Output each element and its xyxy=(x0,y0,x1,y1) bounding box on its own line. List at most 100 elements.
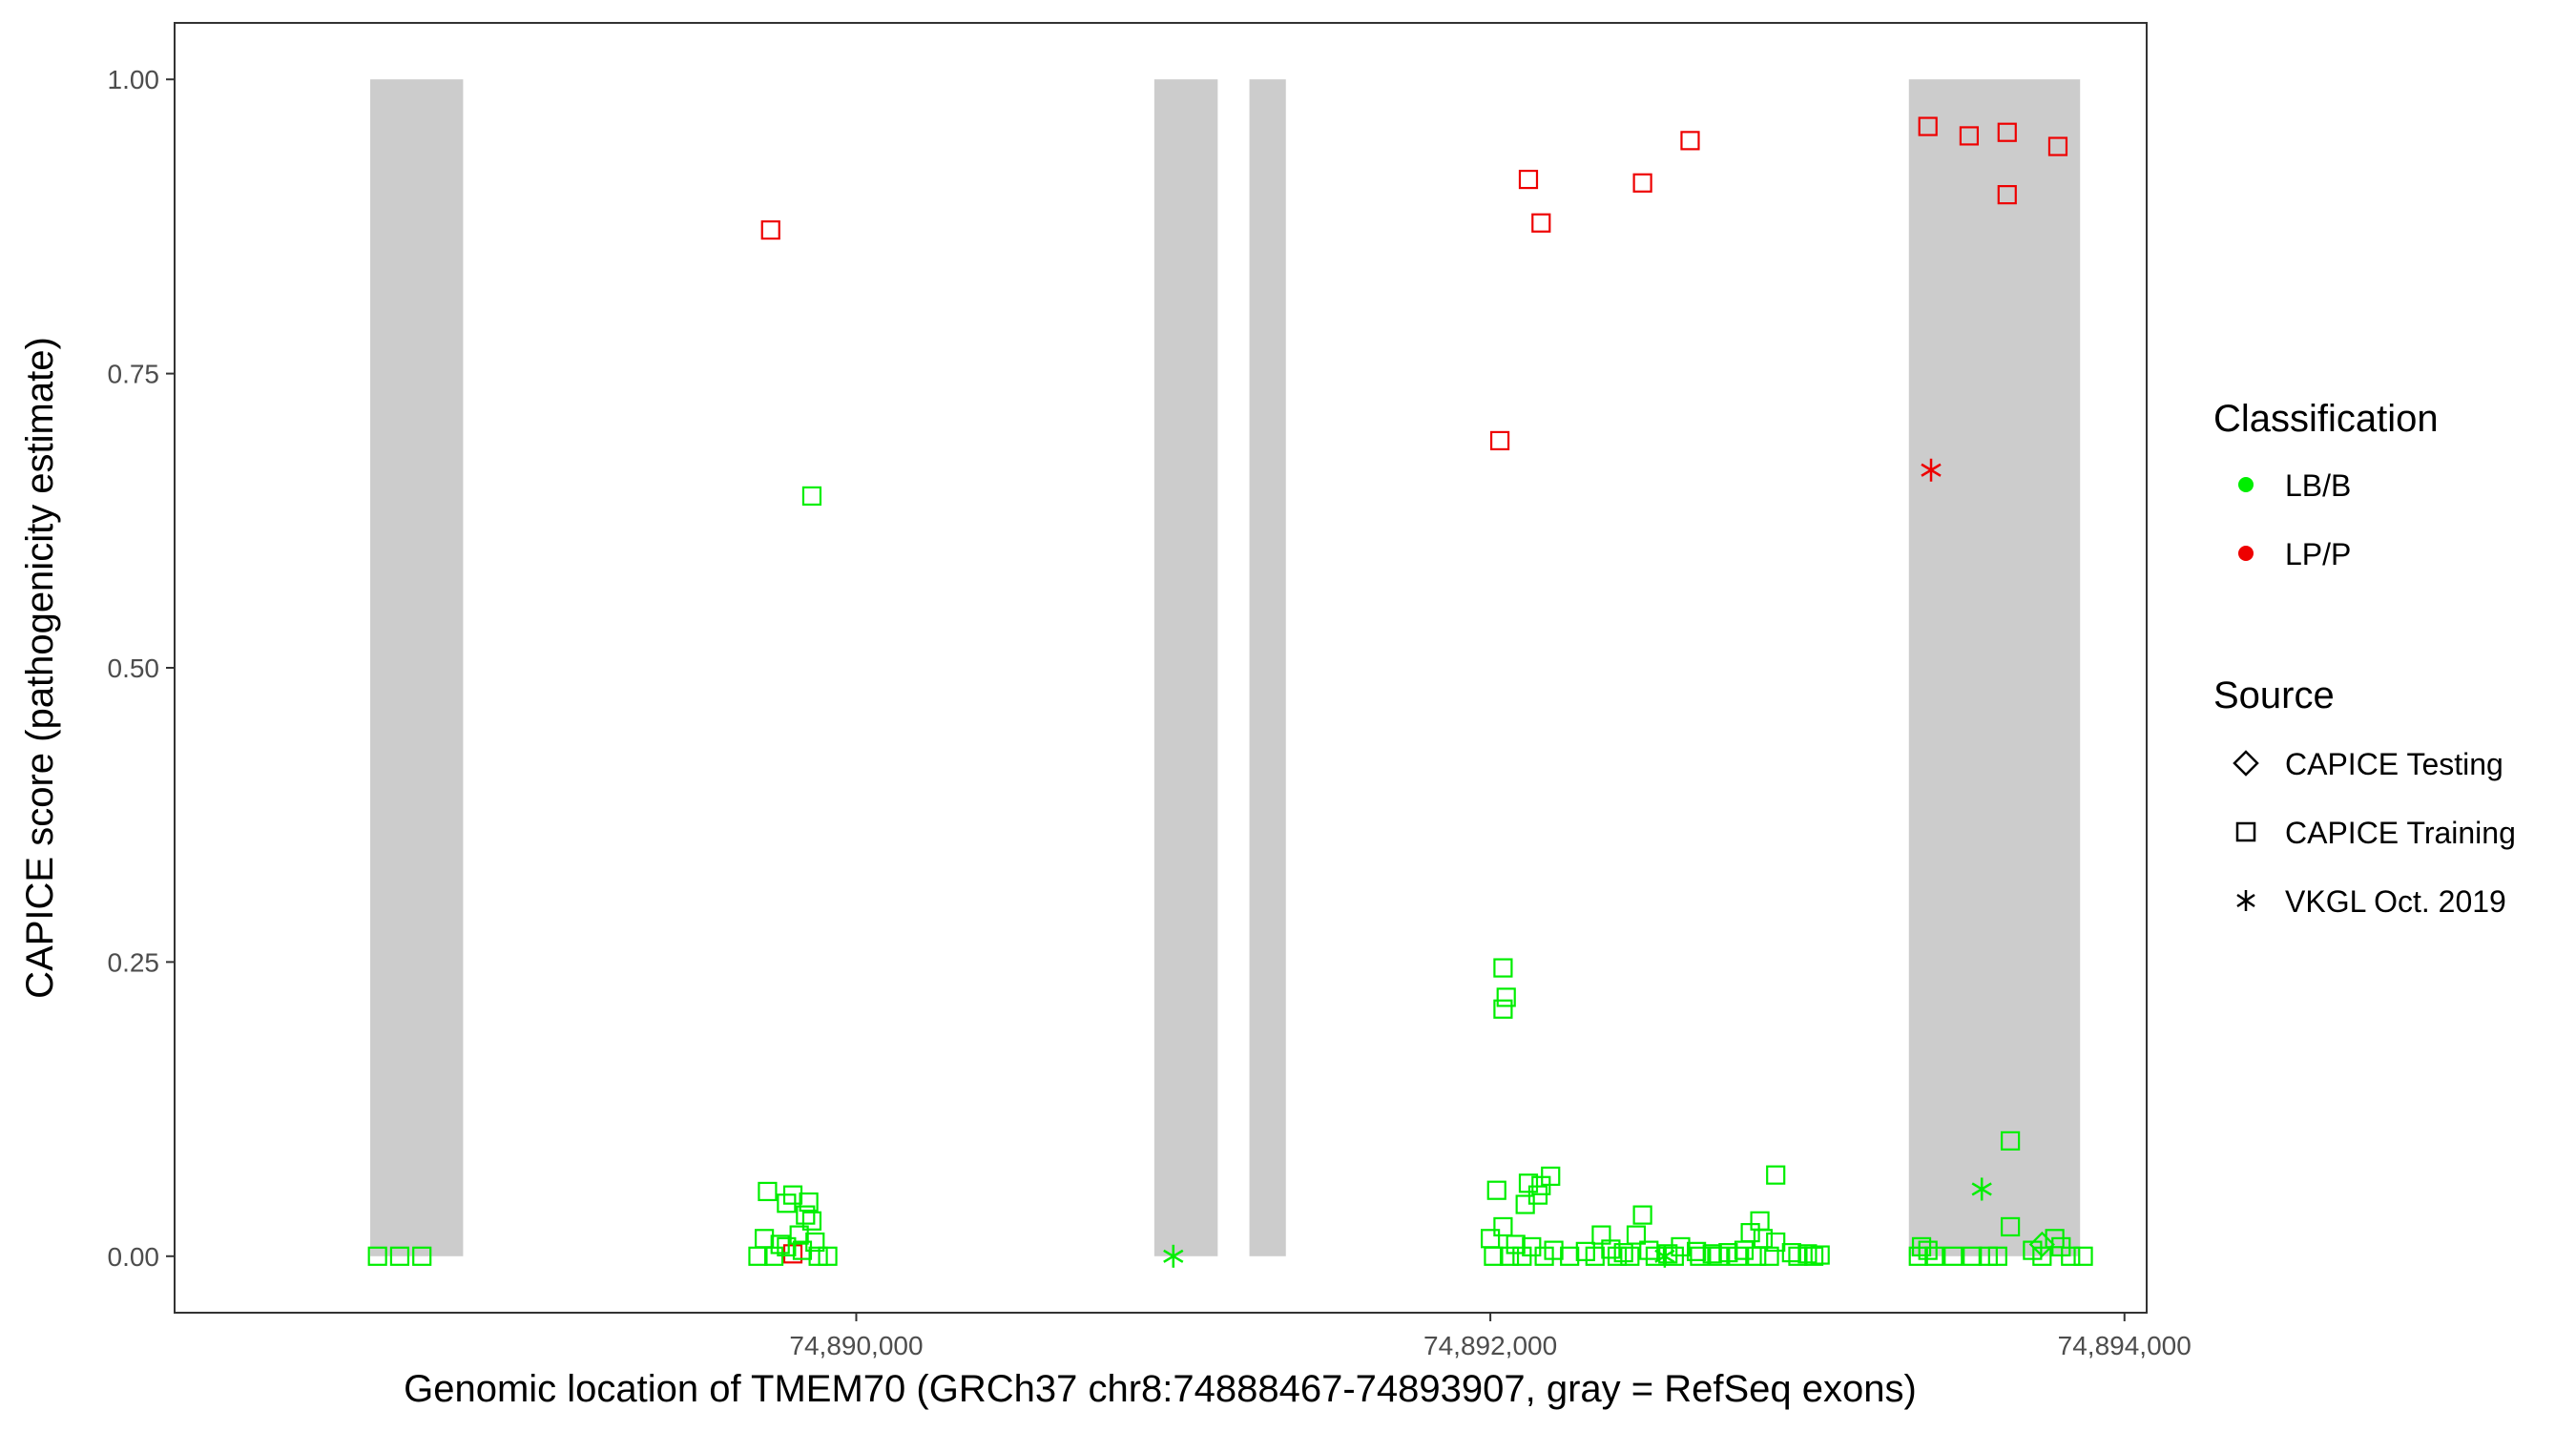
point-training-lbb xyxy=(1788,1246,1808,1266)
point-training-lpp xyxy=(1918,116,1938,136)
exon-regions xyxy=(370,79,2081,1256)
point-vkgl-lpp xyxy=(1921,458,1942,482)
point-training-lpp xyxy=(1997,122,2017,142)
point-training-lbb xyxy=(758,1181,778,1202)
point-training-lpp xyxy=(1531,213,1551,233)
point-vkgl-lbb xyxy=(1654,1244,1675,1268)
legend-key-asterisk-icon xyxy=(2236,890,2255,911)
point-training-lbb xyxy=(1486,1180,1506,1200)
point-training-lpp xyxy=(2047,136,2068,156)
exon-bar-2 xyxy=(1153,79,1218,1256)
point-training-lbb xyxy=(2061,1246,2081,1266)
point-training-lbb xyxy=(818,1246,838,1266)
y-tick-label: 0.00 xyxy=(108,1242,160,1272)
point-training-lbb xyxy=(1496,987,1516,1007)
point-training-lbb xyxy=(2001,1216,2021,1237)
x-tick-label: 74,892,000 xyxy=(1423,1331,1557,1360)
point-training-lbb xyxy=(1734,1240,1755,1260)
point-vkgl-lbb xyxy=(1971,1177,1992,1201)
point-training-lbb xyxy=(748,1246,768,1266)
point-training-lbb xyxy=(1766,1232,1786,1253)
legend-title-source: Source xyxy=(2213,674,2335,716)
point-training-lbb xyxy=(782,1185,803,1205)
point-training-lbb xyxy=(801,486,822,506)
point-training-lbb xyxy=(1607,1246,1628,1266)
y-axis-title: CAPICE score (pathogenicity estimate) xyxy=(19,337,61,999)
point-training-lbb xyxy=(1506,1234,1526,1255)
y-tick-label: 0.50 xyxy=(108,653,160,683)
point-training-lbb xyxy=(1493,999,1513,1019)
x-tick-label: 74,890,000 xyxy=(789,1331,923,1360)
point-training-lbb xyxy=(1620,1246,1640,1266)
point-training-lpp xyxy=(1997,185,2017,205)
point-training-lbb xyxy=(1560,1246,1580,1266)
x-axis: 74,890,000 74,892,000 74,894,000 xyxy=(789,1313,2192,1360)
point-training-lbb xyxy=(1728,1246,1748,1266)
point-training-lbb xyxy=(389,1246,410,1266)
exon-bar-3 xyxy=(1249,79,1286,1256)
point-training-lbb xyxy=(412,1246,432,1266)
point-training-lbb xyxy=(792,1240,813,1260)
point-training-lbb xyxy=(763,1246,784,1266)
point-training-lpp xyxy=(1518,169,1539,190)
point-training-lbb xyxy=(1687,1241,1707,1261)
point-training-lbb xyxy=(1759,1246,1779,1266)
point-training-lpp xyxy=(1959,126,1980,146)
exon-bar-4 xyxy=(1908,79,2081,1256)
point-training-lbb xyxy=(1943,1246,1963,1266)
legend-label-vkgl: VKGL Oct. 2019 xyxy=(2285,884,2506,919)
y-axis: 0.00 0.25 0.50 0.75 1.00 xyxy=(108,65,175,1272)
point-training-lbb xyxy=(1639,1240,1659,1260)
point-training-lbb xyxy=(1702,1244,1722,1264)
point-training-lbb xyxy=(1626,1225,1647,1245)
x-tick-label: 74,894,000 xyxy=(2058,1331,2192,1360)
legend-title-classification: Classification xyxy=(2213,398,2439,440)
point-training-lbb xyxy=(1987,1246,2007,1266)
point-training-lbb xyxy=(1493,1216,1513,1237)
x-axis-title: Genomic location of TMEM70 (GRCh37 chr8:… xyxy=(404,1368,1917,1410)
point-training-lbb xyxy=(796,1205,816,1225)
y-tick-label: 1.00 xyxy=(108,65,160,94)
point-training-lbb xyxy=(789,1225,809,1245)
point-training-lpp xyxy=(1489,430,1510,451)
point-training-lbb xyxy=(367,1246,387,1266)
legend-key-lbb xyxy=(2238,477,2254,492)
point-training-lbb xyxy=(801,1211,822,1231)
point-training-lbb xyxy=(1690,1246,1710,1266)
point-training-lbb xyxy=(1493,958,1513,978)
point-training-lbb xyxy=(1613,1242,1633,1263)
point-training-lbb xyxy=(1601,1239,1621,1259)
data-points xyxy=(367,116,2093,1268)
legend-label-lpp: LP/P xyxy=(2285,537,2351,571)
point-training-lbb xyxy=(799,1192,819,1213)
point-vkgl-lbb xyxy=(1163,1244,1184,1268)
point-training-lbb xyxy=(1518,1173,1539,1193)
point-testing-lbb xyxy=(2028,1231,2055,1258)
exon-bar-1 xyxy=(370,79,464,1256)
point-training-lbb xyxy=(1541,1166,1561,1187)
point-training-lbb xyxy=(1747,1246,1767,1266)
point-training-lpp xyxy=(1632,173,1652,193)
point-training-lbb xyxy=(2073,1246,2093,1266)
legend-key-diamond-icon xyxy=(2233,750,2259,777)
point-training-lbb xyxy=(1803,1246,1824,1266)
y-tick-label: 0.25 xyxy=(108,947,160,977)
legend-label-lbb: LB/B xyxy=(2285,468,2351,503)
point-training-lbb xyxy=(1632,1205,1652,1225)
legend-key-square-icon xyxy=(2235,821,2256,842)
legend: Classification LB/B LP/P Source CAPICE T… xyxy=(2213,398,2516,919)
point-training-lbb xyxy=(1709,1246,1729,1266)
point-training-lbb xyxy=(1924,1246,1944,1266)
point-training-lbb xyxy=(1810,1245,1830,1265)
point-training-lbb xyxy=(1781,1242,1801,1263)
point-training-lbb xyxy=(1908,1246,1928,1266)
point-training-lpp xyxy=(1680,131,1700,151)
legend-label-capice-testing: CAPICE Testing xyxy=(2285,747,2503,781)
point-training-lbb xyxy=(2032,1246,2052,1266)
point-training-lbb xyxy=(1534,1246,1554,1266)
point-training-lbb xyxy=(1512,1246,1532,1266)
point-training-lbb xyxy=(1484,1246,1504,1266)
point-training-lbb xyxy=(1585,1246,1605,1266)
point-training-lbb xyxy=(2001,1130,2021,1151)
point-training-lpp xyxy=(760,220,780,240)
